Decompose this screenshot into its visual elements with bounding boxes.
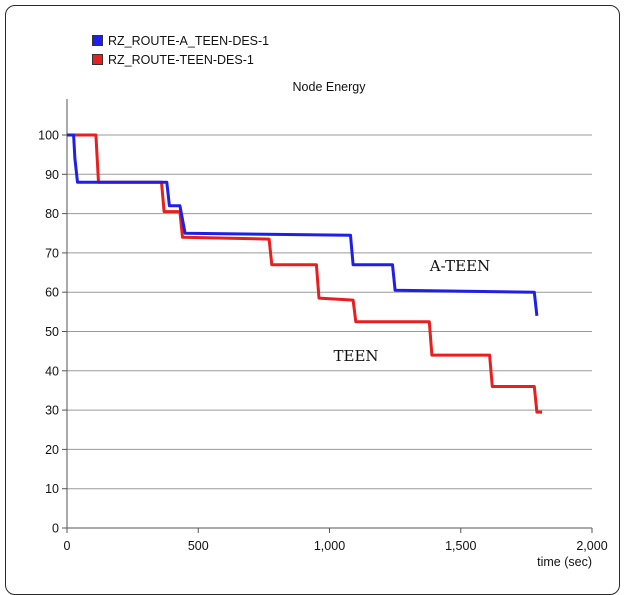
legend-label-a-teen: RZ_ROUTE-A_TEEN-DES-1 <box>108 33 270 48</box>
x-tick-label: 2,000 <box>576 539 607 553</box>
annotation-a-teen: A-TEEN <box>429 257 490 275</box>
legend-swatch-a-teen <box>92 35 103 46</box>
x-tick-label: 1,500 <box>445 539 476 553</box>
y-tick-label: 70 <box>45 246 59 260</box>
y-tick-label: 40 <box>45 364 59 378</box>
y-tick-label: 50 <box>45 325 59 339</box>
annotation-teen: TEEN <box>333 347 378 365</box>
legend-label-teen: RZ_ROUTE-TEEN-DES-1 <box>108 52 254 67</box>
legend-item: RZ_ROUTE-A_TEEN-DES-1 <box>92 31 269 50</box>
y-tick-label: 80 <box>45 207 59 221</box>
legend: RZ_ROUTE-A_TEEN-DES-1 RZ_ROUTE-TEEN-DES-… <box>92 31 269 69</box>
y-tick-label: 60 <box>45 286 59 300</box>
legend-item: RZ_ROUTE-TEEN-DES-1 <box>92 50 269 69</box>
chart-canvas: 0 10 20 30 40 50 60 70 80 90 100 0 500 1,000 1,500 2,00… <box>38 80 608 569</box>
x-axis-label: time (sec) <box>537 555 592 569</box>
series-line-teen <box>67 133 543 414</box>
x-tick-label: 0 <box>64 539 71 553</box>
series-line-a-teen <box>67 133 539 316</box>
y-tick-label: 30 <box>45 404 59 418</box>
chart-title: Node Energy <box>293 80 367 94</box>
x-tick-label: 1,000 <box>314 539 345 553</box>
x-tick-label: 500 <box>188 539 209 553</box>
y-tick-label: 90 <box>45 168 59 182</box>
y-tick-label: 100 <box>38 129 59 143</box>
y-tick-label: 20 <box>45 443 59 457</box>
y-tick-label: 0 <box>52 522 59 536</box>
chart-frame: RZ_ROUTE-A_TEEN-DES-1 RZ_ROUTE-TEEN-DES-… <box>5 5 620 595</box>
legend-swatch-teen <box>92 54 103 65</box>
y-tick-label: 10 <box>45 482 59 496</box>
